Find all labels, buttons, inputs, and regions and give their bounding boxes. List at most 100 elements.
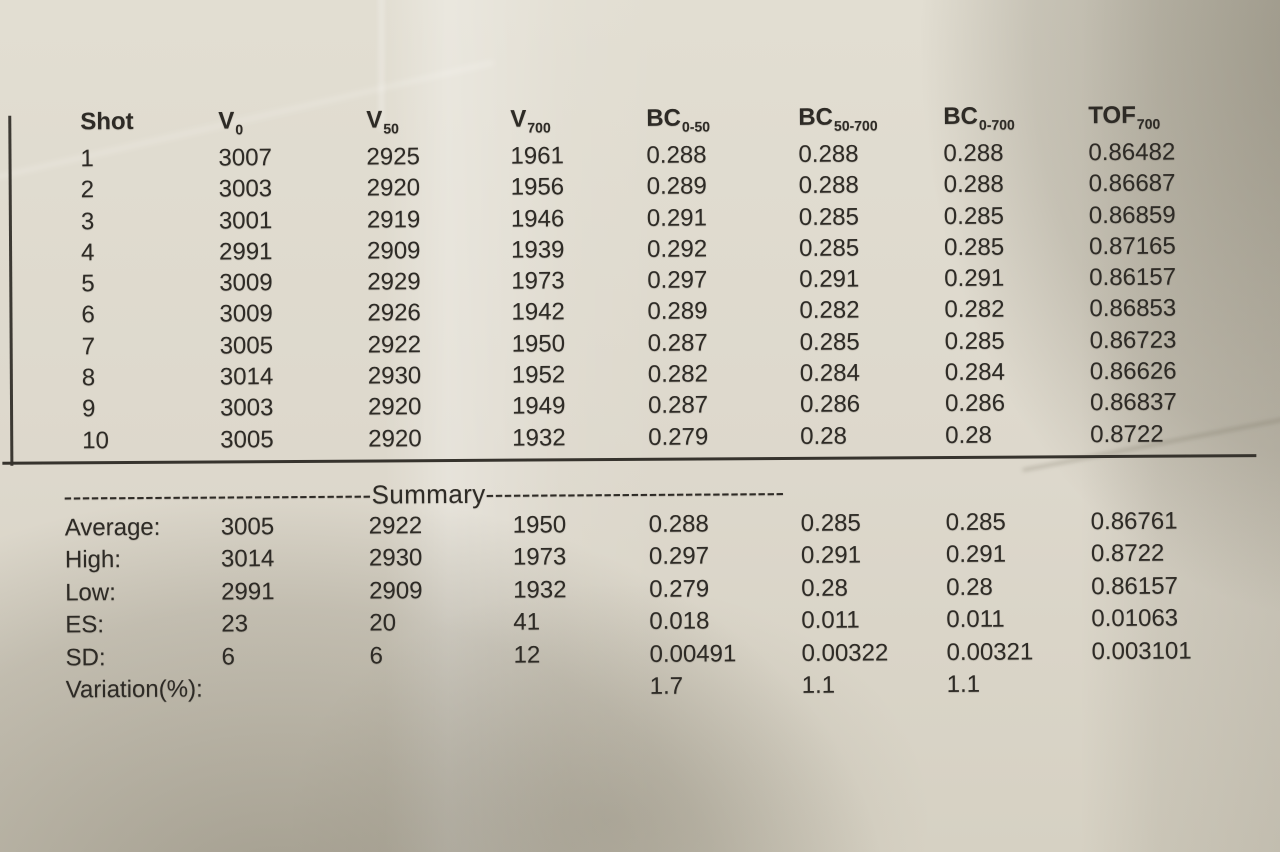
summary-cell xyxy=(370,672,514,705)
table-cell: 3003 xyxy=(219,394,274,422)
col-header-v50: V50 xyxy=(366,105,510,142)
summary-row-label: SD: xyxy=(65,643,106,671)
summary-cell: 0.291 xyxy=(800,541,862,570)
table-cell: 3003 xyxy=(218,175,273,203)
summary-cell: 0.00491 xyxy=(649,639,737,668)
table-cell: 0.289 xyxy=(647,297,708,326)
summary-cell: 0.8722 xyxy=(1090,540,1165,568)
table-cell: 2925 xyxy=(366,143,420,171)
table-cell: 1946 xyxy=(510,204,565,233)
table-cell: 0.285 xyxy=(943,233,1005,261)
table-cell: 0.285 xyxy=(798,203,860,231)
table-cell: 2920 xyxy=(366,174,421,202)
table-cell: 0.291 xyxy=(944,264,1005,293)
summary-cell: 0.018 xyxy=(649,607,710,635)
table-cell: 6 xyxy=(81,301,95,329)
table-cell: 0.28 xyxy=(800,422,848,450)
header-text: Shot xyxy=(80,107,134,136)
table-cell: 1932 xyxy=(512,424,566,452)
table-cell: 1950 xyxy=(511,330,566,358)
table-cell: 1973 xyxy=(511,267,565,295)
table-cell: 1939 xyxy=(510,236,565,264)
col-header-bc0-700: BC0-700 xyxy=(943,101,1088,138)
summary-cell: 0.00321 xyxy=(946,638,1034,666)
table-cell: 2920 xyxy=(368,424,422,453)
summary-row-label: Low: xyxy=(65,578,116,607)
table-cell: 0.288 xyxy=(798,140,859,168)
col-header-v0: V0 xyxy=(218,106,366,143)
table-cell: 3001 xyxy=(218,206,273,235)
table-cell: 0.288 xyxy=(798,171,859,200)
summary-cell: 0.011 xyxy=(801,606,860,635)
table-cell: 0.8722 xyxy=(1090,420,1164,448)
header-text: BC xyxy=(943,102,979,131)
table-cell: 0.291 xyxy=(799,265,860,294)
summary-cell: 2909 xyxy=(369,576,423,605)
table-cell: 0.284 xyxy=(799,359,860,387)
summary-cell: 3005 xyxy=(220,513,275,541)
table-cell: 0.282 xyxy=(647,360,708,388)
table-cell: 1952 xyxy=(511,361,566,389)
table-cell: 1961 xyxy=(510,142,564,170)
table-cell: 0.285 xyxy=(944,327,1005,355)
header-subscript: 700 xyxy=(1136,115,1161,132)
table-cell: 0.288 xyxy=(943,170,1004,199)
header-text: TOF xyxy=(1088,101,1136,130)
col-header-shot: Shot xyxy=(80,106,218,143)
header-subscript: 50 xyxy=(383,120,399,137)
col-header-tof700: TOF700 xyxy=(1088,100,1268,137)
summary-cell: 0.288 xyxy=(648,510,709,538)
summary-cell: 1950 xyxy=(512,511,567,539)
table-cell: 0.292 xyxy=(646,235,708,263)
table-bottom-rule xyxy=(2,454,1257,465)
table-cell: 0.28 xyxy=(945,421,993,449)
header-text: V xyxy=(218,107,235,135)
summary-cell: 1.1 xyxy=(946,670,981,698)
table-cell: 3005 xyxy=(219,331,274,360)
summary-cell: 0.003101 xyxy=(1091,637,1192,665)
summary-cell xyxy=(222,672,370,705)
table-cell: 10 xyxy=(82,426,110,454)
header-subscript: 50-700 xyxy=(833,117,878,134)
summary-row-label: High: xyxy=(64,546,122,574)
table-cell: 0.285 xyxy=(798,234,860,262)
summary-cell: 6 xyxy=(221,642,236,671)
table-cell: 0.282 xyxy=(799,297,860,325)
table-cell: 2909 xyxy=(367,237,421,265)
summary-row-label: Variation(%): xyxy=(65,675,203,704)
summary-cell: 1932 xyxy=(513,576,567,604)
table-cell: 1 xyxy=(80,145,94,173)
summary-cell: 0.28 xyxy=(801,574,848,602)
table-cell: 0.87165 xyxy=(1088,232,1176,261)
table-cell: 2991 xyxy=(219,238,273,266)
summary-cell: 20 xyxy=(369,609,397,637)
summary-cell: 0.279 xyxy=(649,575,710,603)
col-header-bc0-50: BC0-50 xyxy=(646,103,798,140)
table-cell: 2 xyxy=(80,176,95,204)
summary-cell: 2930 xyxy=(368,544,423,572)
table-cell: 7 xyxy=(81,332,96,361)
summary-cell: 0.297 xyxy=(648,542,710,571)
table-cell: 0.279 xyxy=(648,423,709,451)
header-text: BC xyxy=(646,104,682,132)
header-text: BC xyxy=(798,103,834,131)
header-text: V xyxy=(510,105,527,133)
table-cell: 0.288 xyxy=(646,141,707,169)
summary-row-label: ES: xyxy=(65,611,105,639)
summary-cell: 1973 xyxy=(512,543,567,572)
table-cell: 0.287 xyxy=(647,391,709,420)
table-cell: 0.286 xyxy=(944,390,1006,418)
summary-cell: 0.86157 xyxy=(1091,572,1178,600)
col-header-v700: V700 xyxy=(510,104,646,141)
summary-cell: 0.00322 xyxy=(801,638,889,667)
table-cell: 0.86723 xyxy=(1089,326,1177,354)
summary-divider: ----------------------------------Summar… xyxy=(63,477,784,511)
summary-cell: 23 xyxy=(221,610,249,638)
table-cell: 3009 xyxy=(219,269,273,297)
summary-cell: 6 xyxy=(369,642,383,670)
summary-cell: 1.7 xyxy=(649,672,684,700)
divider-dashes-left: ---------------------------------- xyxy=(63,479,372,512)
summary-title: Summary xyxy=(371,478,486,510)
